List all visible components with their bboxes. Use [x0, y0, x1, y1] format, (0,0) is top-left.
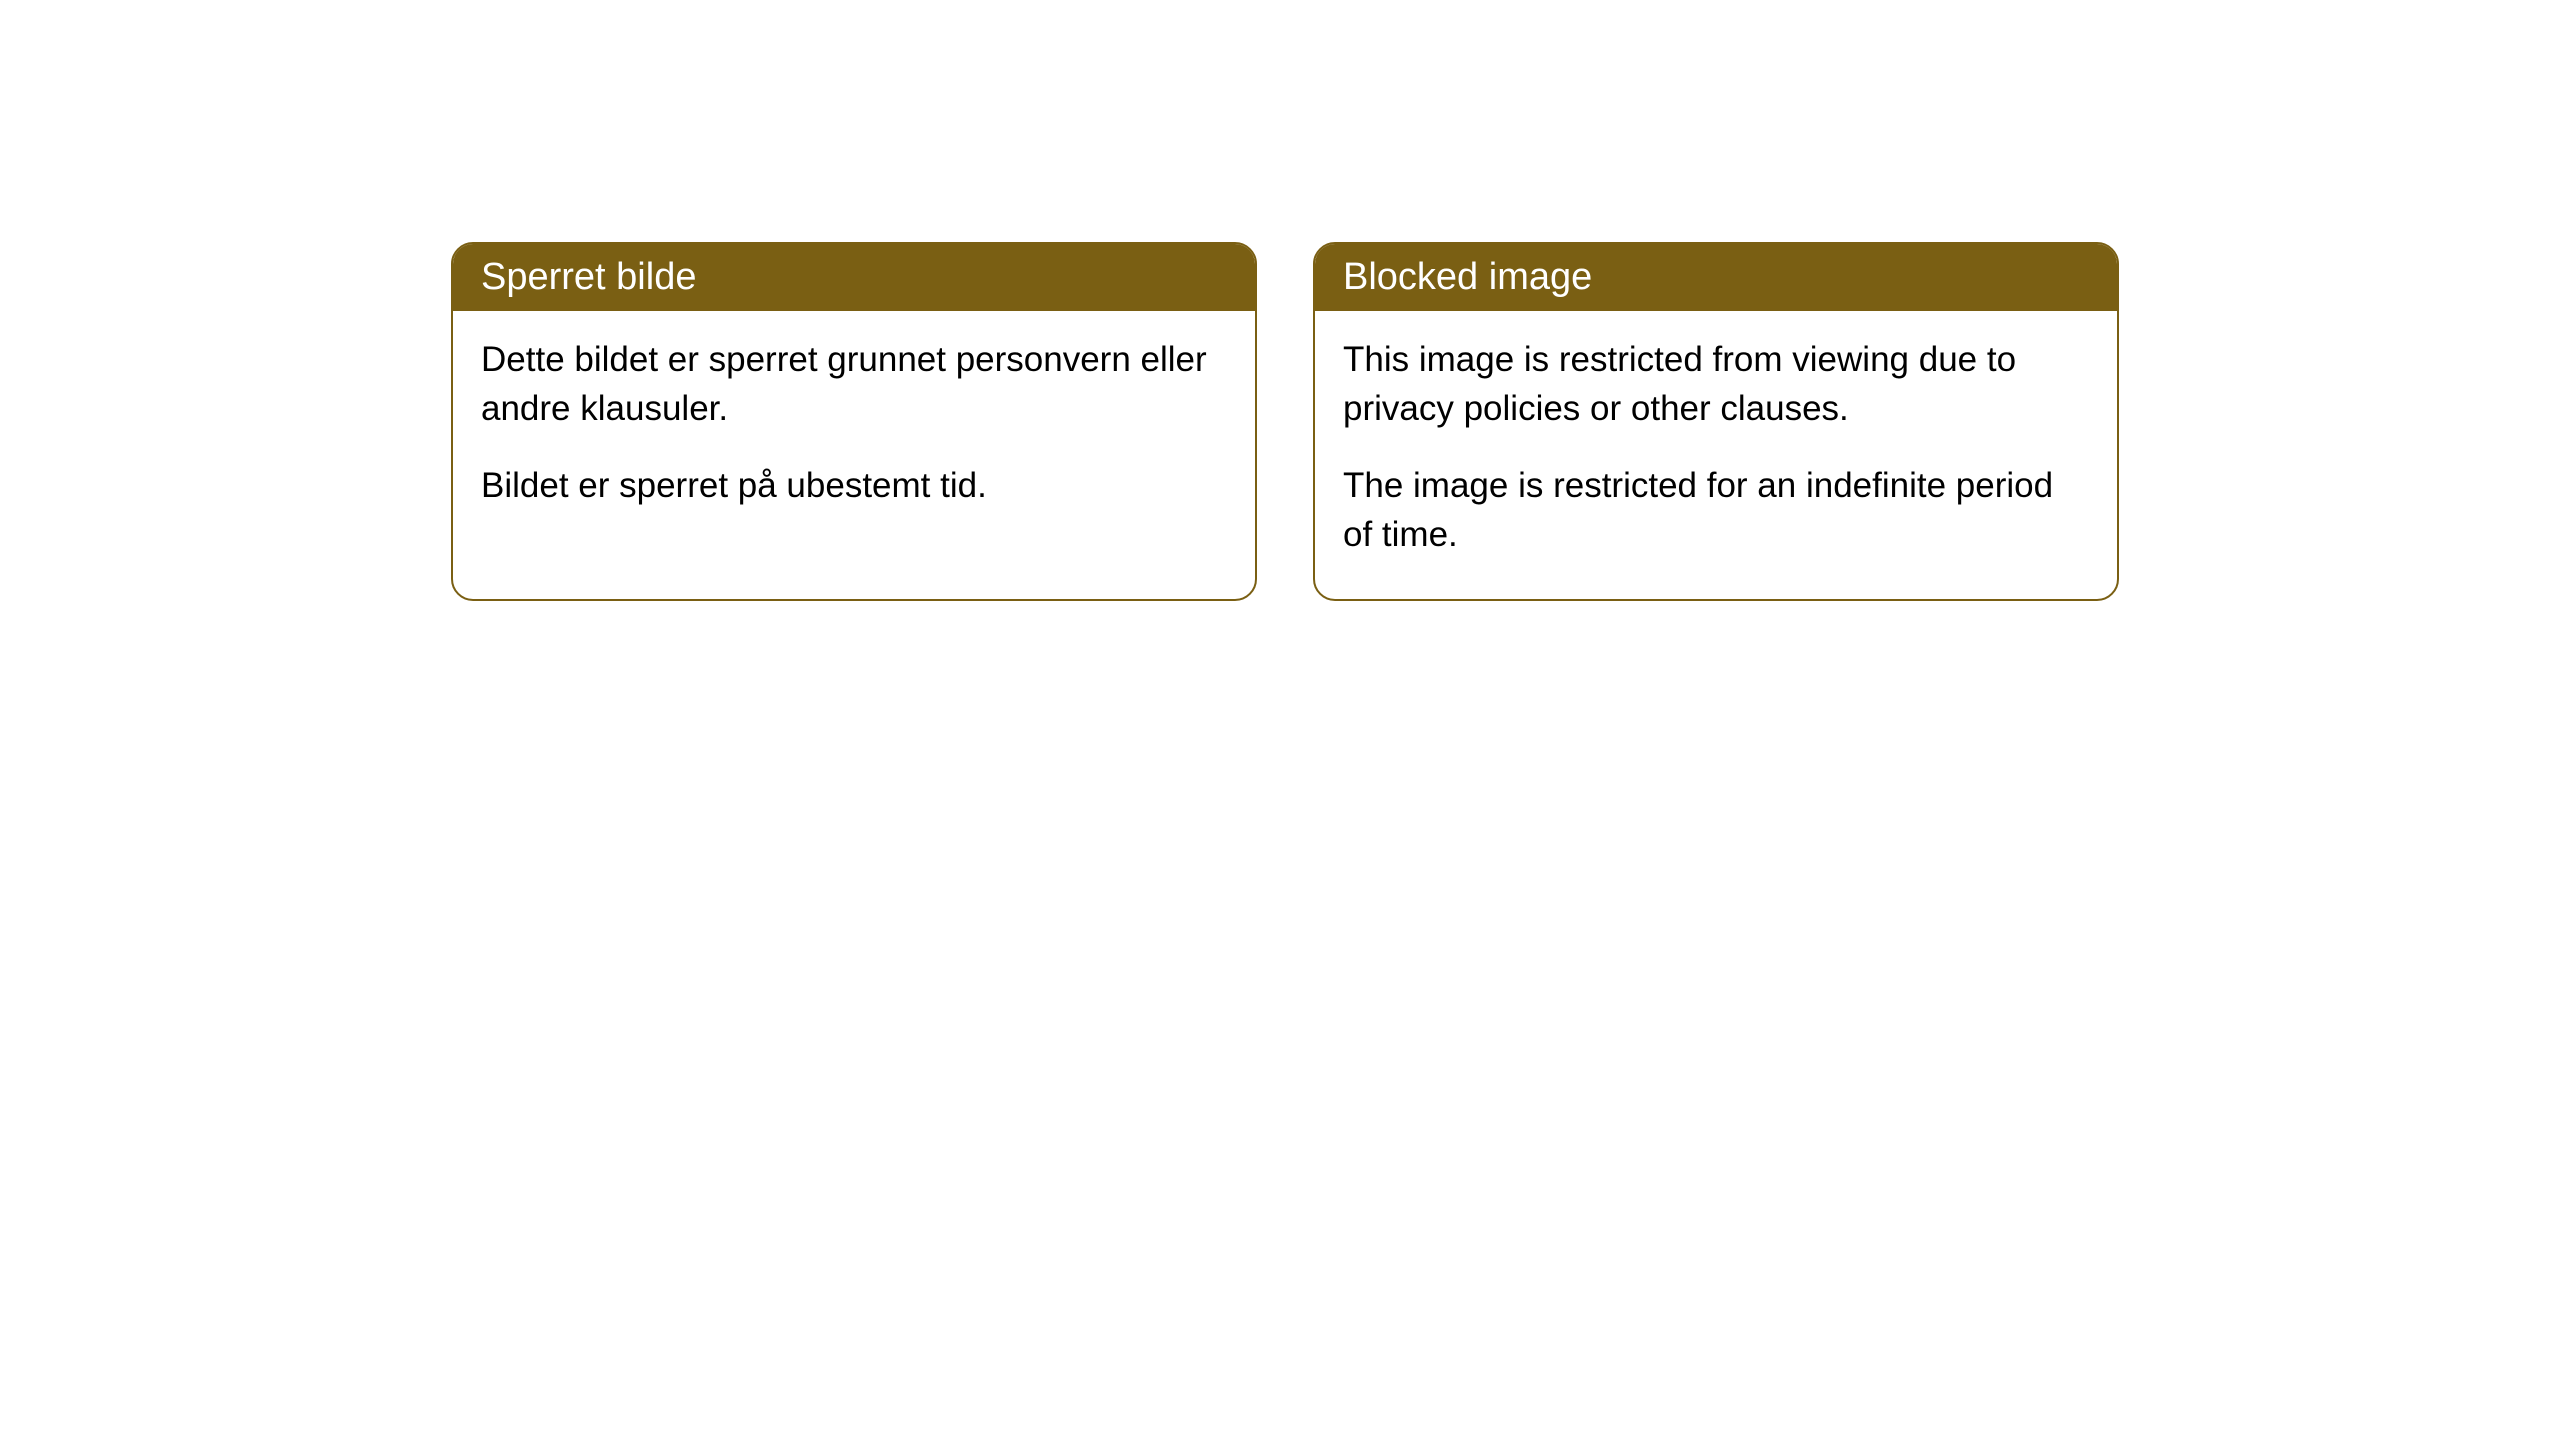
card-paragraph-en-2: The image is restricted for an indefinit…: [1343, 461, 2089, 559]
blocked-image-card-en: Blocked image This image is restricted f…: [1313, 242, 2119, 601]
card-paragraph-no-2: Bildet er sperret på ubestemt tid.: [481, 461, 1227, 510]
blocked-image-card-no: Sperret bilde Dette bildet er sperret gr…: [451, 242, 1257, 601]
card-body-no: Dette bildet er sperret grunnet personve…: [453, 311, 1255, 550]
card-header-no: Sperret bilde: [453, 244, 1255, 311]
notice-cards-container: Sperret bilde Dette bildet er sperret gr…: [451, 242, 2119, 601]
card-paragraph-en-1: This image is restricted from viewing du…: [1343, 335, 2089, 433]
card-title-no: Sperret bilde: [481, 256, 696, 298]
card-body-en: This image is restricted from viewing du…: [1315, 311, 2117, 599]
card-title-en: Blocked image: [1343, 256, 1592, 298]
card-paragraph-no-1: Dette bildet er sperret grunnet personve…: [481, 335, 1227, 433]
card-header-en: Blocked image: [1315, 244, 2117, 311]
